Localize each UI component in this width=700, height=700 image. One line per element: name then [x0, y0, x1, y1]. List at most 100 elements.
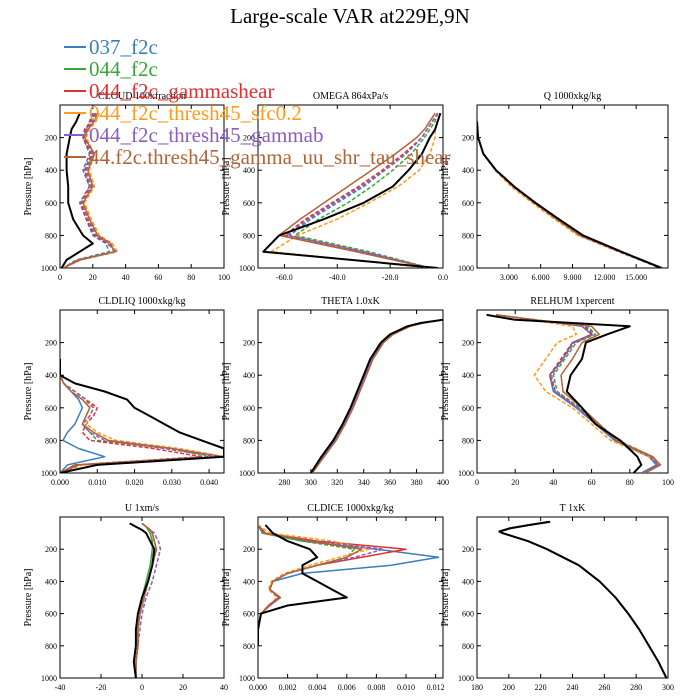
y-tick-label: 600 [462, 199, 474, 208]
y-axis-label: Pressure [hPa] [221, 568, 232, 626]
series-line [477, 121, 663, 268]
y-axis-label: Pressure [hPa] [23, 568, 34, 626]
x-tick-label: 0.010 [397, 683, 415, 692]
panel-title: U 1xm/s [125, 503, 159, 514]
x-tick-label: 40 [220, 683, 228, 692]
x-tick-label: -20 [96, 683, 107, 692]
series-group [129, 522, 162, 678]
y-tick-label: 200 [243, 339, 255, 348]
series-line [294, 112, 439, 268]
x-tick-label: 240 [567, 683, 579, 692]
panel: CLDICE 1000xkg/kg Pressure [hPa] 200 400 600… [221, 503, 445, 692]
x-tick-label: 20 [511, 478, 519, 487]
y-tick-label: 400 [45, 166, 57, 175]
panel-frame [257, 104, 444, 269]
y-axis-label: Pressure [hPa] [23, 362, 34, 420]
x-tick-label: 3.000 [500, 273, 518, 282]
series-line [477, 121, 660, 268]
series-group [486, 313, 662, 473]
x-tick-label: 280 [278, 478, 290, 487]
series-line-reference [129, 522, 156, 678]
x-tick-label: 280 [630, 683, 642, 692]
figure-title: Large-scale VAR at229E,9N [230, 4, 470, 28]
y-tick-label: 1000 [41, 469, 57, 478]
x-tick-label: 0.040 [200, 478, 218, 487]
y-tick-label: 600 [45, 610, 57, 619]
x-tick-label: 0.000 [249, 683, 267, 692]
y-tick-label: 800 [462, 436, 474, 445]
series-line [311, 319, 443, 473]
panel-frame [257, 309, 444, 474]
x-tick-label: 180 [471, 683, 483, 692]
panel-title: Q 1000xkg/kg [544, 91, 602, 102]
x-tick-label: 20 [179, 683, 187, 692]
panel-frame [59, 104, 225, 269]
x-tick-label: 300 [305, 478, 317, 487]
x-tick-label: 0.0 [438, 273, 448, 282]
series-line [498, 521, 668, 678]
panel: Q 1000xkg/kg Pressure [hPa] 200 400 600 800 10… [440, 91, 669, 282]
y-tick-label: 1000 [239, 264, 255, 273]
x-tick-label: -40.0 [329, 273, 346, 282]
legend-swatch [64, 112, 86, 114]
series-line [258, 524, 440, 646]
x-tick-label: 0 [58, 273, 62, 282]
x-tick-label: 0 [140, 683, 144, 692]
x-tick-label: 6.000 [532, 273, 550, 282]
series-group [262, 112, 442, 268]
y-tick-label: 200 [462, 134, 474, 143]
y-tick-label: 800 [462, 231, 474, 240]
x-tick-label: 100 [218, 273, 230, 282]
series-line-reference [258, 524, 348, 646]
series-line [60, 358, 210, 473]
legend-swatch [64, 68, 86, 70]
y-tick-label: 1000 [458, 469, 474, 478]
legend-swatch [64, 134, 86, 136]
x-tick-label: 100 [662, 478, 674, 487]
x-tick-label: 220 [535, 683, 547, 692]
x-tick-label: 0 [475, 478, 479, 487]
y-axis-label: Pressure [hPa] [221, 362, 232, 420]
y-tick-label: 400 [243, 166, 255, 175]
x-tick-label: 380 [411, 478, 423, 487]
series-line-reference [60, 112, 94, 268]
y-tick-label: 800 [45, 231, 57, 240]
series-line [311, 319, 443, 473]
legend-swatch [64, 156, 86, 158]
legend-label: 44.f2c.thresh45_gamma_uu_shr_tau_shear [89, 145, 451, 169]
y-tick-label: 200 [462, 545, 474, 554]
y-tick-label: 400 [462, 166, 474, 175]
series-line [311, 319, 443, 473]
panel-frame [59, 309, 225, 474]
y-tick-label: 800 [243, 231, 255, 240]
series-line [311, 319, 443, 473]
x-tick-label: 80 [187, 273, 195, 282]
series-group [258, 524, 440, 646]
y-tick-label: 1000 [458, 264, 474, 273]
y-tick-label: 200 [45, 545, 57, 554]
legend-label: 044_f2c_thresh45_sfc0.2 [89, 101, 302, 125]
panel: THETA 1.0xK Pressure [hPa] 200 400 600 800 100… [221, 296, 449, 487]
x-tick-label: 320 [331, 478, 343, 487]
series-line [62, 112, 115, 268]
x-tick-label: 0.008 [367, 683, 385, 692]
y-tick-label: 600 [243, 610, 255, 619]
y-tick-label: 200 [45, 339, 57, 348]
panel-title: T 1xK [560, 503, 586, 514]
y-tick-label: 600 [45, 404, 57, 413]
x-tick-label: 40 [122, 273, 130, 282]
x-tick-label: 360 [384, 478, 396, 487]
series-line [477, 121, 662, 268]
panel-frame [476, 516, 669, 679]
panel: CLDLIQ 1000xkg/kg Pressure [hPa] 200 400 600… [23, 296, 225, 487]
series-line [286, 112, 439, 268]
series-line [60, 358, 224, 473]
y-tick-label: 400 [243, 371, 255, 380]
x-tick-label: 0.020 [126, 478, 144, 487]
x-tick-label: 60 [154, 273, 162, 282]
x-tick-label: 260 [598, 683, 610, 692]
panel-frame [476, 104, 669, 269]
